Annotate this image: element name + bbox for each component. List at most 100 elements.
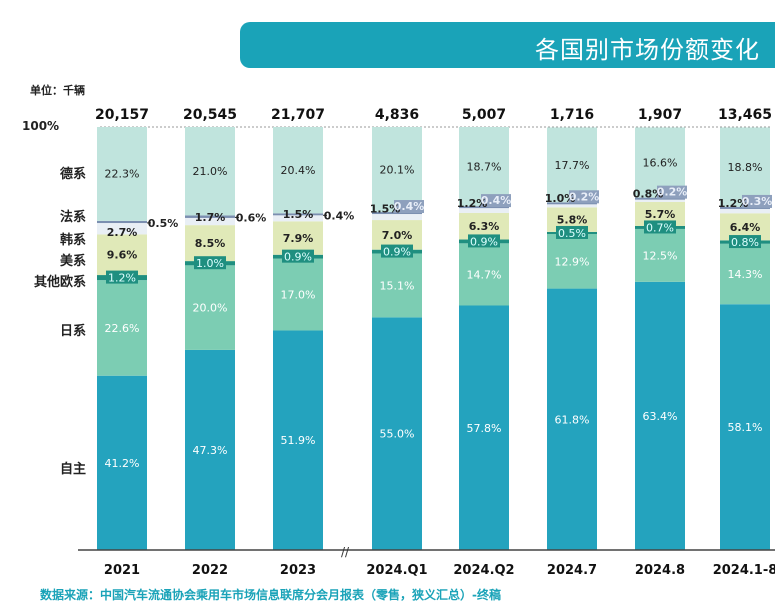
data-label-其他欧系: 0.7% [646,221,674,234]
legend-japanese: 日系 [59,324,86,339]
data-label-法系: 0.2% [657,186,688,199]
bar-group-2023 [273,127,327,550]
data-label-韩系: 1.5% [370,203,401,216]
data-label-其他欧系: 0.8% [731,236,759,249]
x-tick-label: 2024.1-8 [713,563,775,578]
bar-segment-韩系 [372,213,422,221]
bar-segment-韩系 [547,203,597,208]
bar-segment-自主 [459,305,509,550]
badge-bg [742,194,772,208]
bar-segment-美系 [97,234,147,276]
bar-segment-日系 [372,253,422,318]
total-label: 21,707 [271,107,325,123]
data-label-日系: 17.0% [281,289,316,302]
data-label-自主: 58.1% [728,421,763,434]
data-label-自主: 57.8% [467,422,502,435]
bar-segment-法系 [273,213,323,216]
data-label-法系: 0.6% [236,211,267,224]
bar-segment-日系 [459,243,509,306]
total-label: 4,836 [375,107,419,123]
bar-group-2021 [97,127,151,550]
data-label-其他欧系: 1.0% [196,257,224,270]
data-label-其他欧系: 0.5% [558,227,586,240]
bar-group-2024.8 [635,127,687,550]
data-label-韩系: 1.2% [457,197,488,210]
data-label-韩系: 1.2% [718,197,749,210]
bar-segment-德系 [185,127,235,216]
legend-korean: 韩系 [59,233,86,248]
data-label-美系: 5.7% [645,208,676,221]
bar-segment-日系 [97,280,147,376]
bar-segment-德系 [720,127,770,207]
bar-segment-自主 [185,349,235,550]
badge-bg [729,235,761,249]
data-label-德系: 18.8% [728,161,763,174]
data-label-日系: 14.7% [467,268,502,281]
badge-bg [569,190,599,204]
data-label-自主: 61.8% [555,413,590,426]
bar-segment-日系 [720,243,770,305]
x-tick-label: 2024.Q2 [453,563,514,578]
data-label-美系: 6.4% [730,221,761,234]
data-label-其他欧系: 0.9% [284,251,312,264]
bar-segment-自主 [720,304,770,550]
data-label-美系: 7.0% [382,229,413,242]
bar-segment-自主 [97,375,147,550]
x-tick-label: 2024.Q1 [366,563,427,578]
data-label-自主: 51.9% [281,434,316,447]
bar-segment-自主 [273,330,323,550]
data-label-自主: 47.3% [193,444,228,457]
data-label-自主: 55.0% [380,428,415,441]
bar-segment-自主 [372,317,422,550]
data-label-其他欧系: 0.9% [470,235,498,248]
bar-segment-韩系 [273,214,323,222]
bar-group-2022 [185,127,239,550]
bar-segment-德系 [273,127,323,214]
bar-segment-德系 [459,127,509,207]
data-label-韩系: 1.5% [283,208,314,221]
data-label-美系: 7.9% [283,232,314,245]
data-label-法系: 0.5% [148,217,179,230]
badge-bg [194,256,226,270]
data-label-德系: 20.1% [380,164,415,177]
total-label: 13,465 [718,107,772,123]
data-label-韩系: 0.8% [633,187,664,200]
bar-segment-韩系 [185,217,235,226]
legend-domestic: 自主 [59,462,86,477]
bar-segment-日系 [185,265,235,350]
bar-segment-日系 [547,234,597,289]
bar-segment-法系 [97,220,147,224]
bar-segment-美系 [185,225,235,262]
bar-segment-韩系 [459,207,509,213]
bar-segment-韩系 [97,223,147,235]
bar-segment-德系 [372,127,422,213]
bar-segment-德系 [547,127,597,203]
bar-group-2024.Q2 [459,127,511,550]
total-label: 1,907 [638,107,682,123]
source-note: 数据来源：中国汽车流通协会乘用车市场信息联席分会月报表（零售，狭义汇总）-终稿 [40,588,501,602]
total-label: 1,716 [550,107,594,123]
x-tick-label: 2022 [192,563,228,578]
bar-group-2024.1-8 [720,127,772,550]
data-label-其他欧系: 0.9% [383,246,411,259]
data-label-日系: 20.0% [193,302,228,315]
chart-title: 各国别市场份额变化 [535,36,760,64]
data-label-法系: 0.4% [394,200,425,213]
badge-bg [481,194,511,208]
data-label-德系: 18.7% [467,161,502,174]
bar-group-2024.Q1 [372,127,424,550]
legend-other-europe: 其他欧系 [33,275,86,290]
bar-segment-美系 [273,221,323,255]
bar-segment-自主 [547,288,597,550]
data-label-自主: 63.4% [643,410,678,423]
data-label-美系: 5.8% [557,214,588,227]
data-label-德系: 20.4% [281,164,316,177]
bar-segment-法系 [185,215,235,218]
badge-bg [468,234,500,248]
data-label-美系: 9.6% [107,249,138,262]
y-100-label: 100% [22,119,60,133]
axis-break-mark: // [341,545,350,559]
badge-bg [381,244,413,258]
